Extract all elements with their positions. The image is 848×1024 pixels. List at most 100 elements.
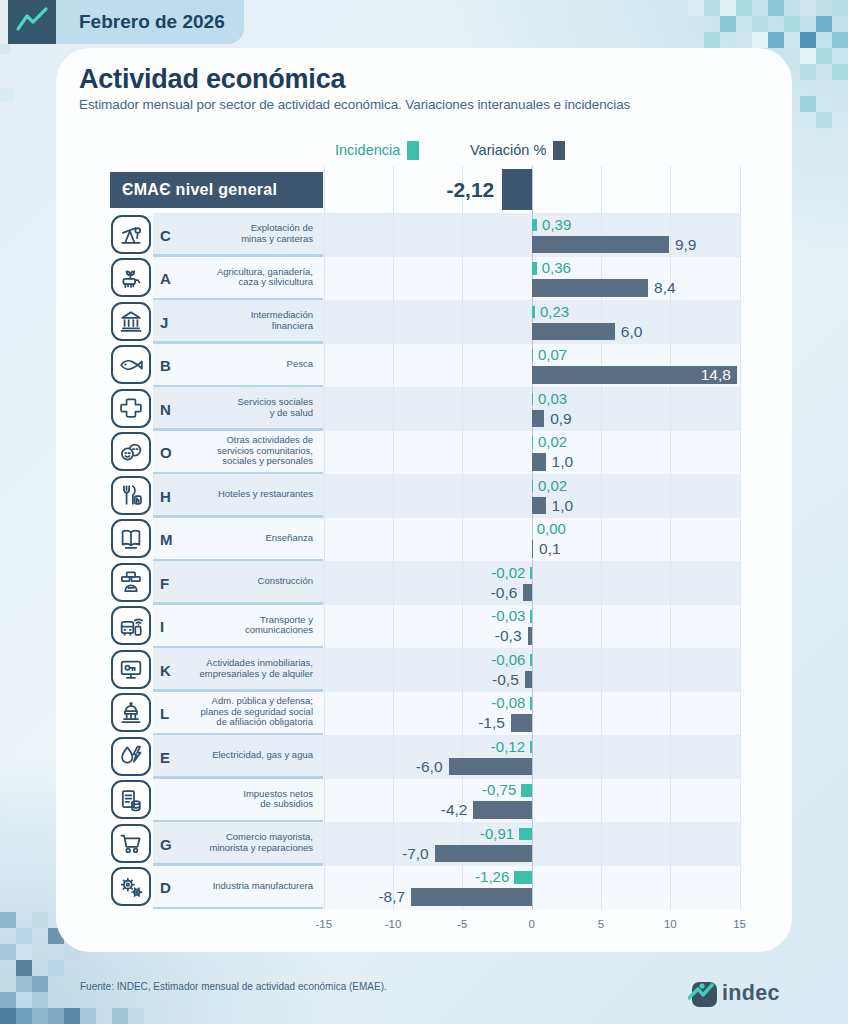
- energy-icon: [111, 737, 151, 776]
- legend-incidencia-label: Incidencia: [335, 142, 400, 158]
- incidencia-value: 0,03: [538, 392, 567, 406]
- decor-square: [736, 32, 752, 48]
- sector-name: Agricultura, ganadería, caza y silvicult…: [153, 257, 313, 298]
- decor-square: [816, 80, 832, 96]
- decor-square: [0, 44, 10, 54]
- decor-square: [704, 0, 720, 16]
- incidencia-bar: [530, 697, 531, 710]
- variacion-value: 1,0: [552, 454, 574, 470]
- decor-square: [704, 32, 720, 48]
- health-cross-icon: [111, 389, 151, 428]
- gears-icon: [111, 867, 151, 906]
- incidencia-bar: [521, 784, 531, 797]
- decor-square: [16, 944, 32, 960]
- incidencia-bar: [530, 654, 531, 667]
- book-icon: [111, 519, 151, 558]
- cart-icon: [111, 824, 151, 863]
- sector-name: Actividades inmobiliarias, empresariales…: [153, 648, 313, 689]
- legend-incidencia-swatch: [407, 141, 419, 160]
- incidencia-value: 0,07: [538, 348, 567, 362]
- decor-square: [736, 0, 752, 16]
- variacion-bar: [523, 584, 531, 602]
- decor-square: [832, 128, 848, 144]
- decor-square: [832, 32, 848, 48]
- variacion-bar: [532, 540, 533, 558]
- construction-icon: [111, 563, 151, 602]
- variacion-value: -6,0: [416, 759, 443, 775]
- decor-square: [800, 32, 816, 48]
- gridline: [532, 166, 533, 910]
- decor-square: [32, 992, 48, 1008]
- emae-general-bar: [502, 169, 531, 210]
- gridline: [601, 166, 602, 910]
- row-separator: [153, 907, 323, 910]
- restaurant-icon: [111, 476, 151, 515]
- incidencia-bar: [519, 828, 532, 841]
- x-tick-label: 0: [512, 918, 552, 930]
- incidencia-bar: [532, 262, 537, 275]
- sector-name: Construcción: [153, 561, 313, 602]
- sector-name: Intermediación financiera: [153, 300, 313, 341]
- decor-square: [688, 0, 704, 16]
- legend-variacion: Variación %: [470, 140, 565, 160]
- sector-name: Hoteles y restaurantes: [153, 474, 313, 515]
- variacion-bar: [525, 671, 532, 689]
- incidencia-value: -0,06: [491, 653, 525, 667]
- variacion-value: -0,6: [491, 585, 518, 601]
- decor-square: [720, 16, 736, 32]
- variacion-value: -8,7: [378, 889, 405, 905]
- decor-square: [768, 32, 784, 48]
- zigzag-icon: [8, 0, 56, 44]
- transport-icon: [111, 606, 151, 645]
- incidencia-bar: [532, 480, 533, 493]
- x-tick-label: 10: [650, 918, 690, 930]
- incidencia-bar: [514, 871, 531, 884]
- decor-square: [800, 64, 816, 80]
- emae-general-label: ЄMAЄ nivel general: [122, 181, 277, 198]
- infographic-page: Febrero de 2026 Actividad económica Esti…: [0, 0, 848, 1024]
- indec-logo-icon: [688, 978, 722, 1010]
- decor-square: [16, 976, 32, 992]
- government-icon: [111, 693, 151, 732]
- x-tick-label: -10: [373, 918, 413, 930]
- sector-name: Electricidad, gas y agua: [153, 735, 313, 776]
- decor-square: [16, 928, 32, 944]
- indec-logo: indec: [688, 978, 808, 1012]
- source-note: Fuente: INDEC, Estimador mensual de acti…: [80, 981, 387, 992]
- decor-square: [32, 912, 48, 928]
- brand-zigzag-square: [8, 0, 56, 44]
- decor-square: [784, 32, 800, 48]
- incidencia-value: -0,08: [491, 696, 525, 710]
- decor-square: [0, 976, 16, 992]
- incidencia-value: 0,23: [540, 305, 569, 319]
- decor-square: [128, 1008, 144, 1024]
- incidencia-value: 0,02: [538, 435, 567, 449]
- variacion-value: 1,0: [552, 498, 574, 514]
- variacion-bar: [528, 627, 532, 645]
- variacion-bar: [449, 758, 532, 776]
- variacion-bar: [411, 888, 532, 906]
- incidencia-value: -0,75: [482, 783, 516, 797]
- incidencia-bar: [532, 349, 533, 362]
- date-band: Febrero de 2026: [56, 0, 244, 44]
- variacion-bar: [532, 410, 544, 428]
- incidencia-bar: [530, 567, 531, 580]
- legend-variacion-swatch: [553, 141, 565, 160]
- decor-square: [80, 1008, 96, 1024]
- masks-icon: [111, 432, 151, 471]
- incidencia-value: 0,00: [537, 522, 566, 536]
- page-title: Actividad económica: [79, 64, 345, 95]
- decor-square: [800, 48, 816, 64]
- incidencia-value: 0,39: [542, 218, 571, 232]
- decor-square: [816, 16, 832, 32]
- decor-square: [0, 912, 16, 928]
- agriculture-icon: [111, 258, 151, 297]
- incidencia-value: -0,91: [480, 827, 514, 841]
- decor-square: [16, 1008, 32, 1024]
- x-tick-label: -5: [442, 918, 482, 930]
- sector-name: Industria manufacturera: [153, 866, 313, 907]
- gridline: [740, 166, 741, 910]
- date-label: Febrero de 2026: [79, 11, 225, 32]
- legend-incidencia: Incidencia: [335, 140, 419, 160]
- variacion-bar: [532, 497, 546, 515]
